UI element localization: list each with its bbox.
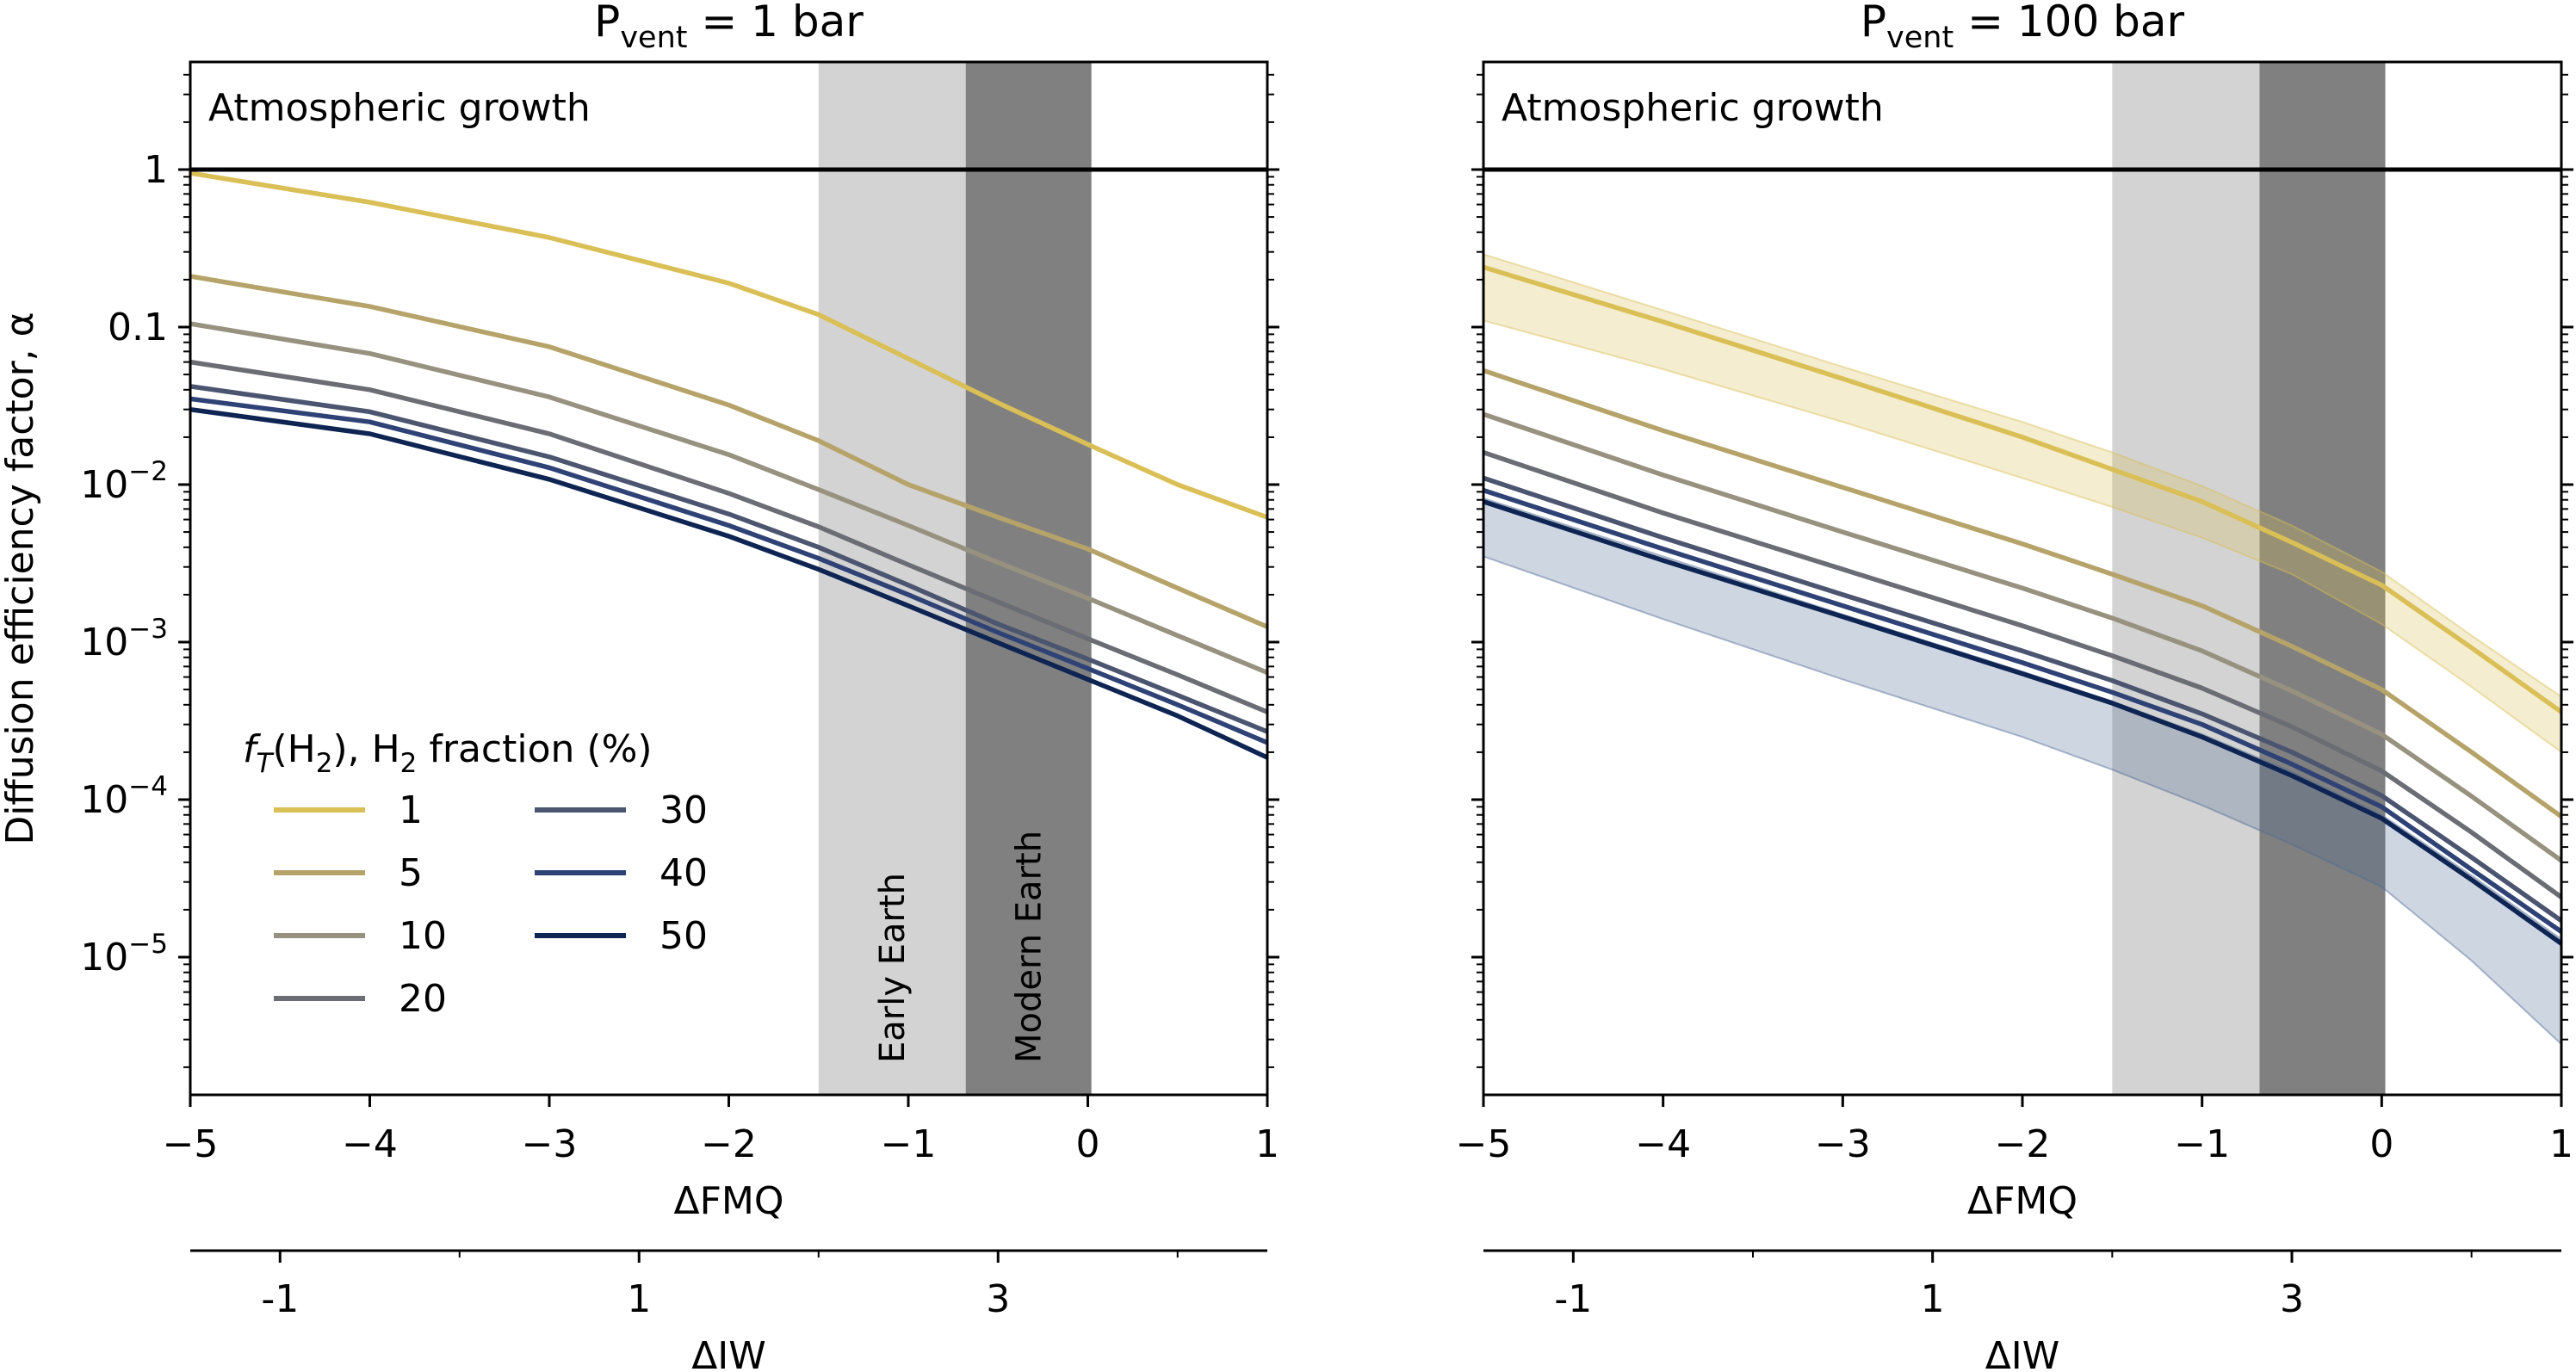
legend-label: 40: [659, 851, 708, 895]
legend-label: 10: [399, 914, 447, 958]
secondary-x-tick-label: 1: [1921, 1277, 1945, 1321]
y-tick-label: 10−5: [80, 929, 168, 980]
atmospheric-growth-label: Atmospheric growth: [1502, 86, 1884, 130]
series-line-40: [190, 396, 1267, 745]
series-line-10: [1483, 411, 2561, 863]
x-tick-label: 1: [1255, 1122, 1279, 1166]
modern-earth-label: Modern Earth: [1010, 831, 1050, 1063]
panel-2: Atmospheric growth −5 −4 −3 −2 −1 0 1 ΔFMQ -1 1 3 ΔI…: [1456, 0, 2573, 1372]
x-tick-label: −3: [1815, 1122, 1871, 1166]
series-line-5: [190, 274, 1267, 629]
x-tick-label: −4: [1635, 1122, 1691, 1166]
x-tick-label: −1: [881, 1122, 937, 1166]
panel-title: Pvent = 1 bar: [594, 0, 864, 55]
series-line-20: [1483, 449, 2561, 899]
series-line-20: [190, 359, 1267, 714]
x-tick-label: −2: [701, 1122, 757, 1166]
secondary-x-tick-label: -1: [261, 1277, 299, 1321]
secondary-axis-label: ΔIW: [691, 1334, 766, 1372]
x-tick-label: −1: [2174, 1122, 2230, 1166]
series-line-30: [1483, 475, 2561, 924]
x-axis-label: ΔFMQ: [1967, 1179, 2078, 1223]
band-1: [1483, 253, 2561, 754]
legend-label: 5: [399, 851, 423, 895]
secondary-axis-label: ΔIW: [1985, 1334, 2060, 1372]
y-tick-label: 1: [144, 148, 168, 192]
panel-1: Early Earth Modern Earth Atmospheric growt…: [0, 0, 1279, 1372]
x-axis-label: ΔFMQ: [673, 1179, 783, 1223]
series-line-1: [1483, 264, 2561, 714]
y-tick-label: 10−2: [80, 456, 168, 507]
y-tick-label: 0.1: [108, 306, 168, 349]
legend-label: 30: [659, 788, 708, 832]
early-earth-region: [2112, 62, 2260, 1095]
panel-title: Pvent = 100 bar: [1861, 0, 2185, 55]
secondary-x-tick-label: 1: [627, 1277, 651, 1321]
y-tick-label: 10−3: [80, 614, 168, 664]
y-axis-label: Diffusion efficiency factor, α: [0, 312, 42, 844]
series-line-10: [190, 321, 1267, 676]
plot-frame: [189, 60, 1269, 1097]
early-earth-label: Early Earth: [873, 873, 913, 1063]
series-line-50: [1483, 499, 2561, 946]
series-line-50: [190, 406, 1267, 760]
legend-label: 20: [399, 977, 447, 1021]
modern-earth-region: [965, 62, 1092, 1095]
secondary-x-tick-label: -1: [1554, 1277, 1592, 1321]
x-tick-label: −2: [1995, 1122, 2051, 1166]
legend-label: 50: [659, 914, 708, 958]
series-line-40: [1483, 487, 2561, 934]
x-tick-label: 0: [2369, 1122, 2393, 1166]
legend-title: fT(H2), H2 fraction (%): [243, 727, 653, 779]
band-50: [1483, 497, 2561, 1046]
atmospheric-growth-label: Atmospheric growth: [208, 86, 591, 130]
legend-label: 1: [399, 788, 423, 832]
series-line-1: [190, 170, 1267, 520]
x-tick-label: −3: [522, 1122, 578, 1166]
x-tick-label: −4: [342, 1122, 398, 1166]
series-line-30: [190, 384, 1267, 734]
x-tick-label: −5: [163, 1122, 219, 1166]
x-tick-label: 1: [2549, 1122, 2573, 1166]
y-tick-label: 10−4: [80, 771, 168, 822]
x-tick-label: 0: [1076, 1122, 1100, 1166]
secondary-x-tick-label: 3: [986, 1277, 1010, 1321]
series-line-5: [1483, 368, 2561, 819]
x-tick-label: −5: [1456, 1122, 1512, 1166]
secondary-x-tick-label: 3: [2280, 1277, 2304, 1321]
